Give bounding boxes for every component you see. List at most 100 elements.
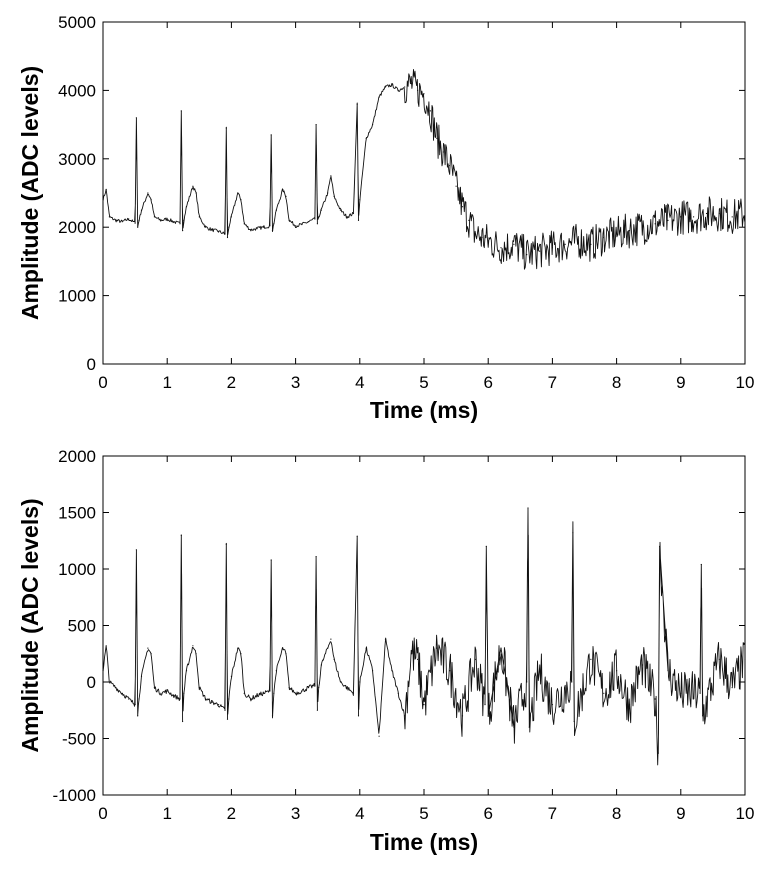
signal-data-point xyxy=(121,221,123,223)
signal-data-point xyxy=(288,687,290,689)
signal-data-point xyxy=(240,199,242,201)
x-tick-label: 5 xyxy=(419,804,428,823)
signal-data-point xyxy=(205,226,207,228)
signal-data-point xyxy=(256,695,258,697)
signal-data-point xyxy=(198,687,200,689)
signal-data-point xyxy=(243,223,245,225)
signal-data-point xyxy=(128,218,130,220)
signal-data-point xyxy=(384,638,387,640)
signal-data-point xyxy=(481,236,483,239)
y-tick-label: 1500 xyxy=(58,504,96,523)
signal-data-point xyxy=(654,223,656,225)
signal-data-point xyxy=(318,216,320,218)
signal-data-point xyxy=(271,230,274,232)
signal-data-point xyxy=(333,195,335,197)
signal-data-point xyxy=(102,199,104,201)
signal-data-point xyxy=(228,698,230,700)
signal-data-point xyxy=(134,222,136,224)
x-tick-label: 10 xyxy=(736,373,755,392)
signal-data-point xyxy=(314,684,316,687)
signal-data-point xyxy=(195,653,197,655)
signal-data-point xyxy=(378,96,380,98)
signal-data-point xyxy=(211,229,213,231)
x-tick-label: 4 xyxy=(355,804,364,823)
signal-data-point xyxy=(327,192,329,194)
signal-data-point xyxy=(391,670,393,672)
signal-data-point xyxy=(269,225,271,227)
signal-data-point xyxy=(641,664,643,666)
x-tick-label: 1 xyxy=(162,373,171,392)
signal-data-point xyxy=(657,752,659,754)
signal-data-point xyxy=(551,247,554,249)
signal-data-point xyxy=(147,192,149,194)
signal-data-point xyxy=(262,692,265,694)
signal-data-point xyxy=(137,715,139,717)
signal-data-point xyxy=(539,670,541,672)
signal-data-point xyxy=(436,647,438,649)
signal-data-point xyxy=(315,556,317,558)
y-tick-label: 3000 xyxy=(58,150,96,169)
signal-data-point xyxy=(573,720,575,723)
x-tick-label: 9 xyxy=(676,804,685,823)
signal-data-point xyxy=(262,226,265,228)
signal-data-point xyxy=(140,209,143,211)
x-tick-label: 0 xyxy=(98,804,107,823)
y-tick-label: 0 xyxy=(87,355,96,374)
signal-data-point xyxy=(237,192,239,194)
signal-data-point xyxy=(659,545,661,548)
signal-data-point xyxy=(372,670,374,672)
signal-data-point xyxy=(182,230,184,232)
signal-data-point xyxy=(603,692,605,694)
x-tick-label: 8 xyxy=(612,804,621,823)
signal-data-point xyxy=(275,670,277,672)
signal-data-point xyxy=(271,715,274,717)
plot-frame xyxy=(102,455,746,796)
signal-data-point xyxy=(205,698,207,700)
x-tick-label: 7 xyxy=(548,804,557,823)
x-tick-label: 4 xyxy=(355,373,364,392)
signal-data-point xyxy=(731,687,733,689)
signal-data-point xyxy=(128,698,130,700)
signal-data-point xyxy=(108,216,110,218)
signal-data-point xyxy=(250,698,252,700)
y-tick-label: 0 xyxy=(87,673,96,692)
signal-data-point xyxy=(138,698,140,700)
signal-data-point xyxy=(179,223,181,225)
signal-data-point xyxy=(225,127,227,129)
signal-data-point xyxy=(115,219,117,221)
signal-data-point xyxy=(295,225,297,227)
signal-data-point xyxy=(680,216,682,218)
signal-data-point xyxy=(731,216,733,218)
y-tick-label: 2000 xyxy=(58,218,96,237)
signal-data-point xyxy=(572,532,574,534)
signal-data-point xyxy=(301,690,303,692)
signal-data-point xyxy=(243,692,245,694)
y-tick-label: 2000 xyxy=(58,447,96,466)
signal-data-point xyxy=(150,199,152,201)
signal-data-point xyxy=(449,670,451,672)
signal-data-point xyxy=(603,236,605,239)
signal-data-point xyxy=(359,199,361,201)
signal-data-point xyxy=(577,240,579,242)
signal-data-point xyxy=(339,681,342,683)
y-tick-label: 1000 xyxy=(58,287,96,306)
signal-data-point xyxy=(195,192,197,194)
signal-data-point xyxy=(378,735,380,737)
signal-data-point xyxy=(449,165,451,167)
signal-data-point xyxy=(702,715,704,717)
signal-data-point xyxy=(273,692,275,694)
signal-data-point xyxy=(275,209,277,211)
x-axis-label: Time (ms) xyxy=(370,829,478,855)
signal-data-point xyxy=(285,653,287,655)
signal-data-point xyxy=(105,189,107,191)
signal-data-point xyxy=(485,545,487,548)
signal-data-point xyxy=(226,236,229,239)
signal-data-point xyxy=(404,715,406,717)
signal-data-point xyxy=(288,219,290,221)
signal-data-point xyxy=(270,559,272,561)
signal-data-point xyxy=(198,216,200,218)
signal-trace-line xyxy=(102,507,746,766)
signal-data-point xyxy=(237,647,239,649)
signal-data-point xyxy=(333,658,335,661)
signal-data-point xyxy=(256,228,258,230)
